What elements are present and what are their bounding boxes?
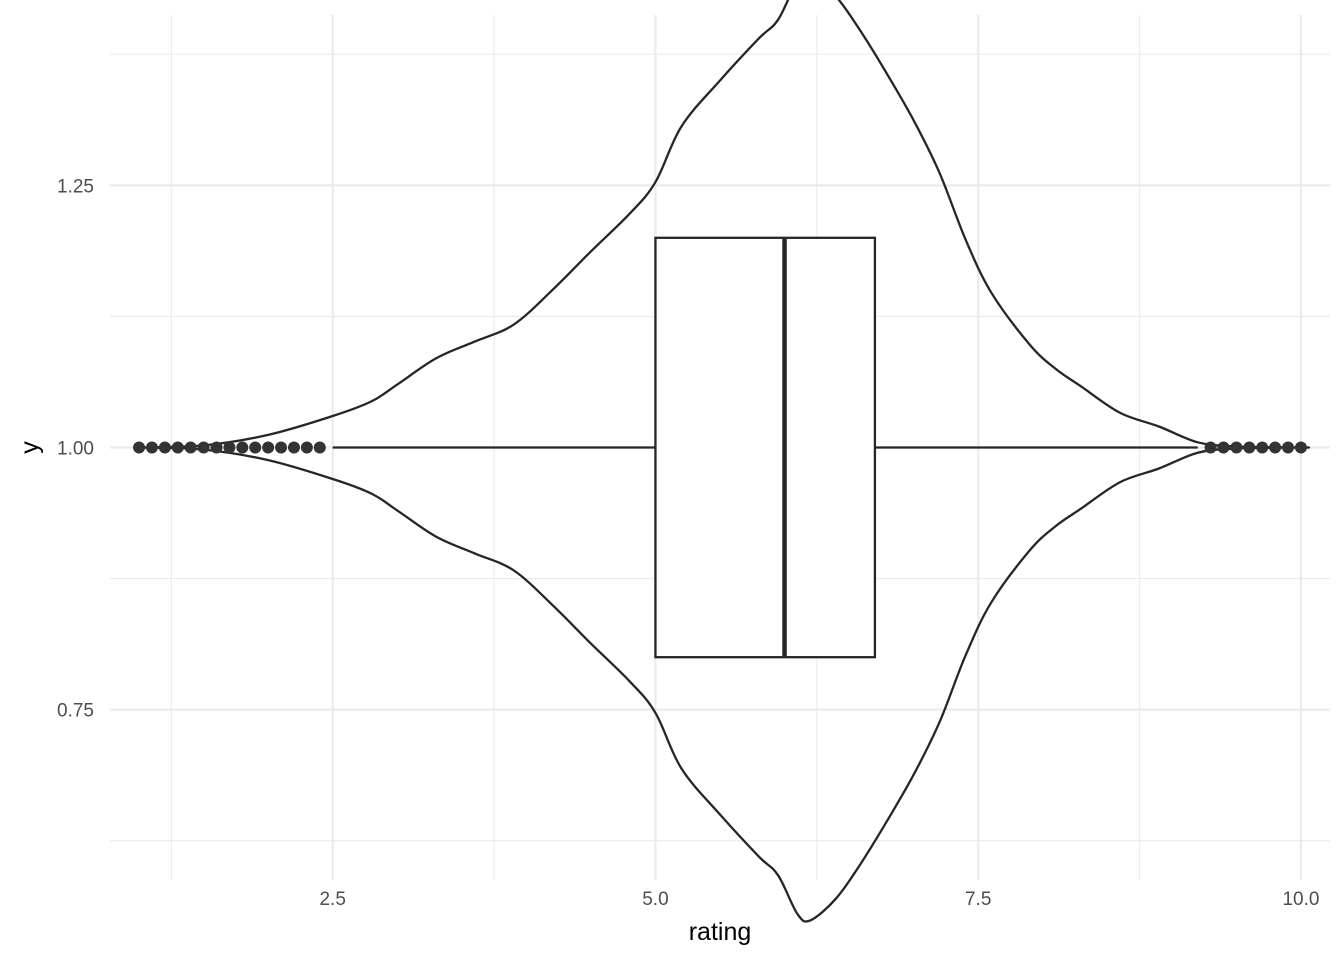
x-axis-tick-labels: 2.5 5.0 7.5 10.0 xyxy=(319,889,1319,910)
x-tick-label: 2.5 xyxy=(319,889,345,910)
x-tick-label: 5.0 xyxy=(642,889,668,910)
outlier-point xyxy=(287,441,300,454)
outlier-point xyxy=(1217,441,1230,454)
boxplot-layer xyxy=(332,236,1198,659)
outlier-point xyxy=(1269,441,1282,454)
outlier-point xyxy=(184,441,197,454)
x-tick-label: 7.5 xyxy=(965,889,991,910)
outlier-point xyxy=(300,441,313,454)
outlier-point xyxy=(1256,441,1269,454)
outlier-point xyxy=(171,441,184,454)
outlier-point xyxy=(313,441,326,454)
outlier-point xyxy=(1204,441,1217,454)
x-tick-label: 10.0 xyxy=(1282,889,1319,910)
outlier-point xyxy=(210,441,223,454)
outlier-point xyxy=(223,441,236,454)
outlier-point xyxy=(133,441,146,454)
y-axis-tick-labels: 0.75 1.00 1.25 xyxy=(57,176,94,721)
y-tick-label: 0.75 xyxy=(57,701,94,722)
violin-outline xyxy=(137,0,1311,923)
outlier-point xyxy=(1243,441,1256,454)
outlier-point xyxy=(236,441,249,454)
violin-layer xyxy=(137,0,1311,923)
outlier-point xyxy=(275,441,288,454)
outlier-point xyxy=(262,441,275,454)
outlier-point xyxy=(197,441,210,454)
outlier-points xyxy=(133,441,1307,454)
outlier-point xyxy=(1230,441,1243,454)
outlier-point xyxy=(145,441,158,454)
iqr-box xyxy=(654,236,877,659)
y-tick-label: 1.00 xyxy=(57,439,94,460)
y-axis-title: y xyxy=(16,441,44,454)
outlier-point xyxy=(158,441,171,454)
outlier-point xyxy=(249,441,262,454)
outlier-point xyxy=(1282,441,1295,454)
outlier-point xyxy=(1294,441,1307,454)
y-tick-label: 1.25 xyxy=(57,176,94,197)
x-axis-title: rating xyxy=(689,918,752,946)
